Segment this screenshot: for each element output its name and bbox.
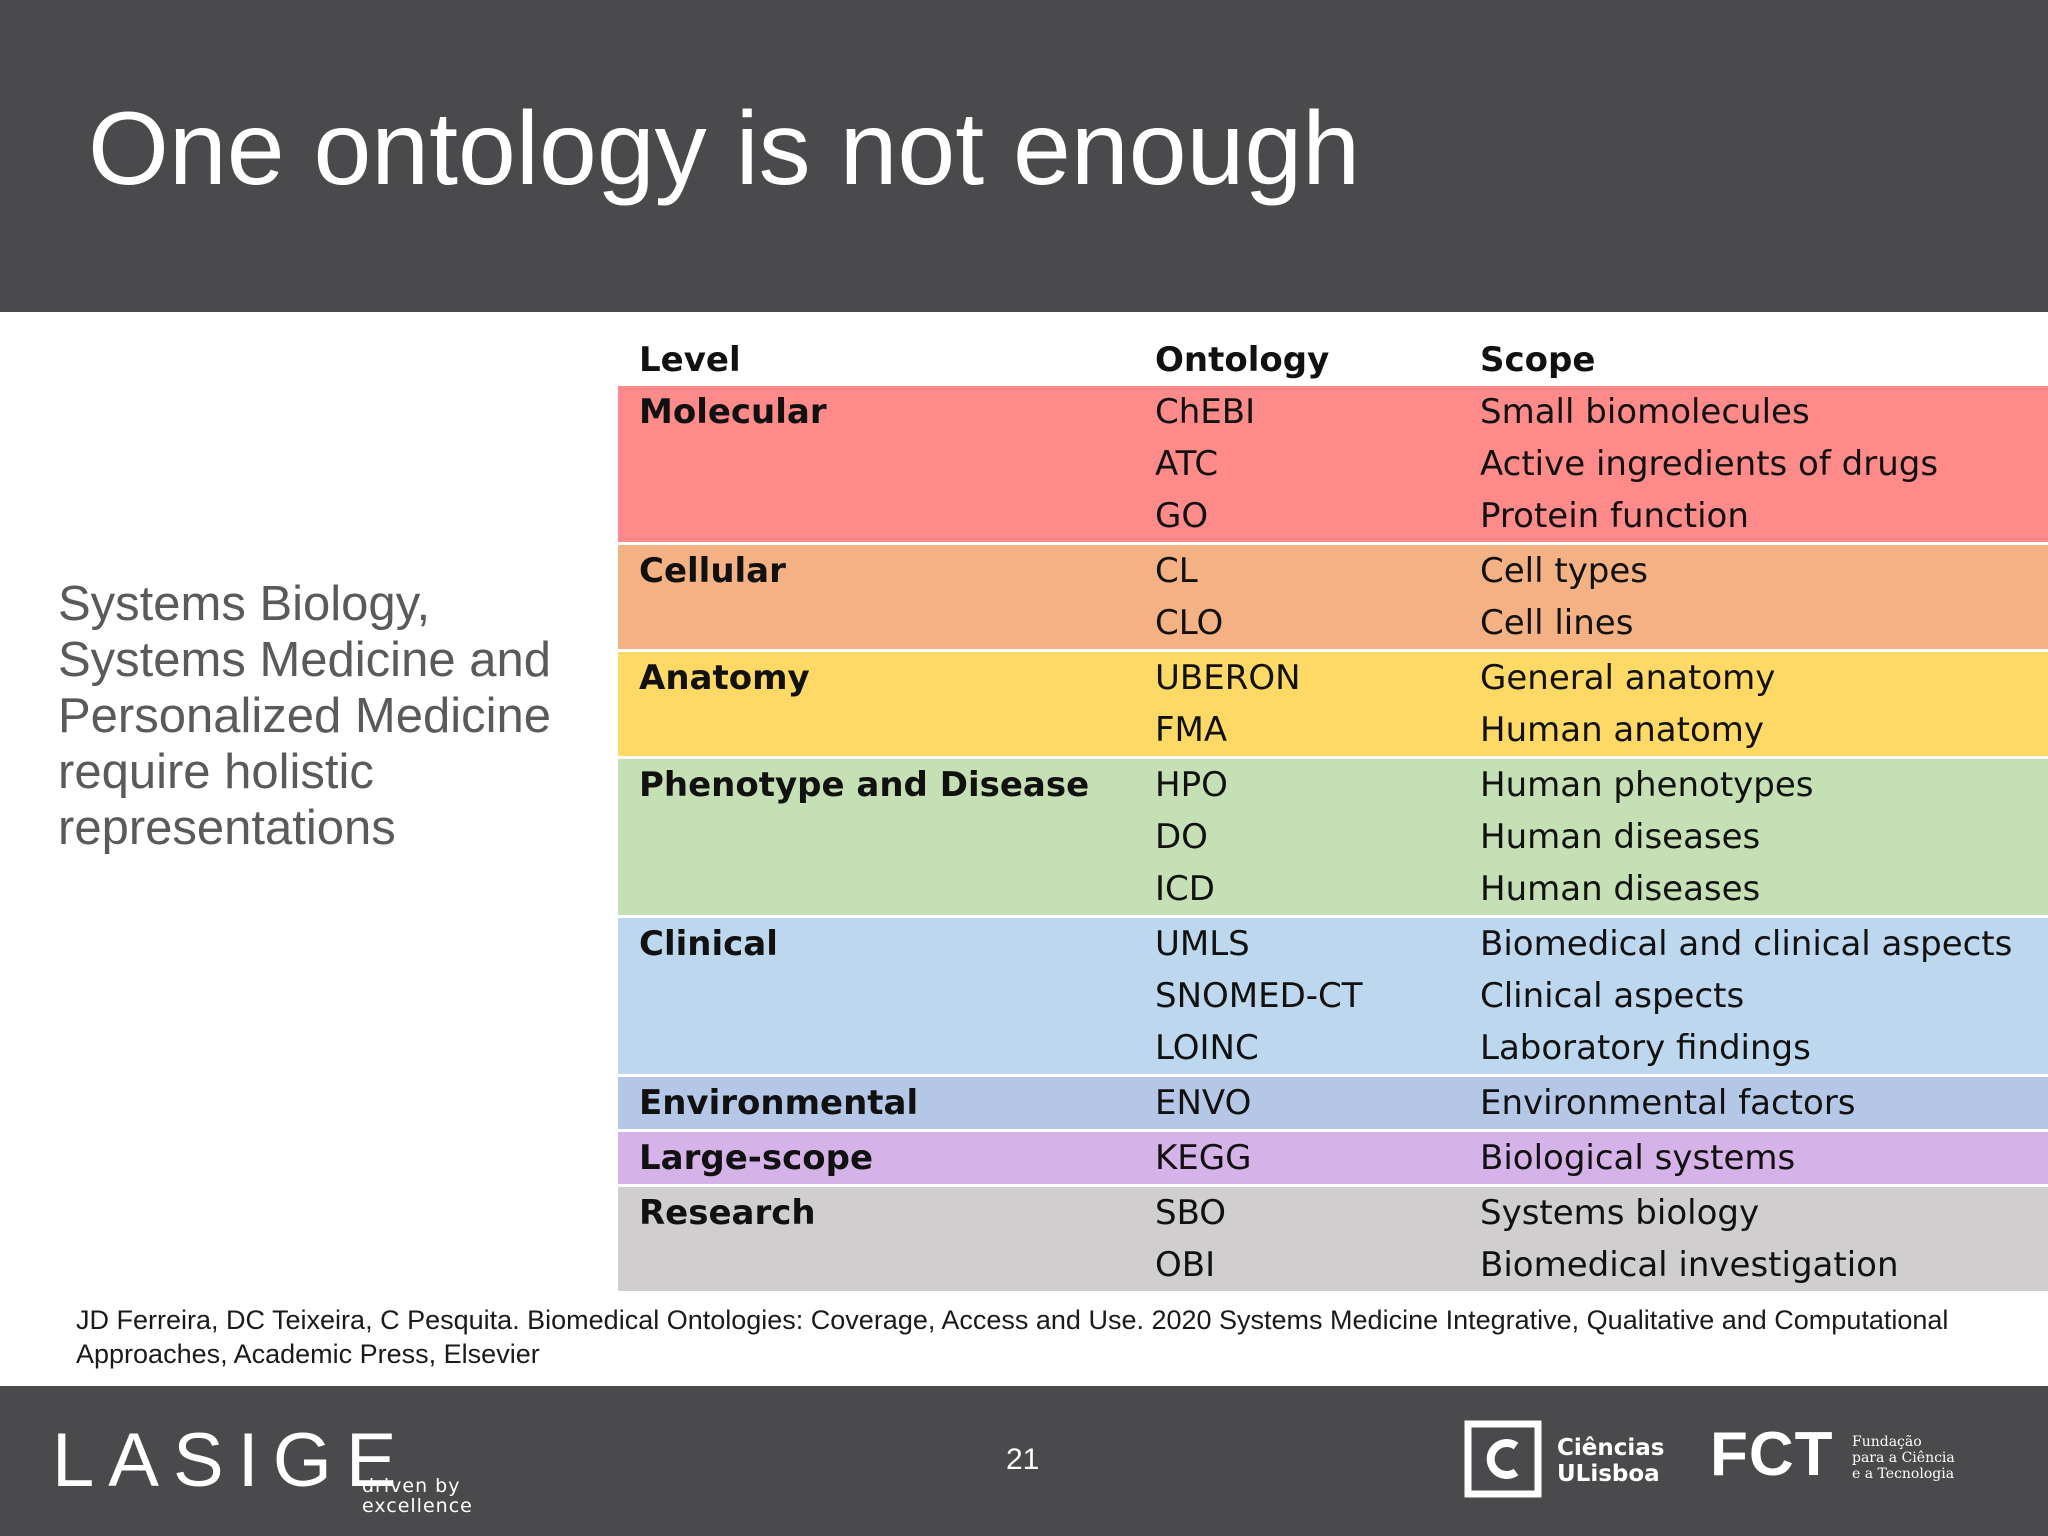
scope-cell: Cell types	[1480, 551, 1649, 591]
scope-cell: Cell lines	[1480, 603, 1634, 643]
scope-cell: Protein function	[1480, 496, 1749, 536]
table-row: CLO Cell lines	[618, 597, 2048, 649]
citation: JD Ferreira, DC Teixeira, C Pesquita. Bi…	[76, 1303, 2006, 1371]
table-row: Molecular ChEBI Small biomolecules	[618, 386, 2048, 438]
ontology-cell: UBERON	[1155, 658, 1301, 698]
table-row: ICD Human diseases	[618, 863, 2048, 915]
table-row: LOINC Laboratory findings	[618, 1022, 2048, 1074]
ontology-cell: DO	[1155, 817, 1208, 857]
footer-bar	[0, 1386, 2048, 1536]
ontology-cell: CL	[1155, 551, 1198, 591]
ontology-cell: HPO	[1155, 765, 1228, 805]
side-note-line: require holistic	[58, 745, 374, 799]
lasige-tagline: driven by excellence	[362, 1476, 473, 1516]
scope-cell: Clinical aspects	[1480, 976, 1745, 1016]
fct-tagline: Fundação para a Ciência e a Tecnologia	[1852, 1434, 1955, 1482]
ciencias-ulisboa-logo: Ciências ULisboa	[1557, 1435, 1664, 1487]
table-row: FMA Human anatomy	[618, 704, 2048, 756]
ontology-cell: UMLS	[1155, 924, 1250, 964]
citation-line: Approaches, Academic Press, Elsevier	[76, 1339, 540, 1369]
level-cell: Molecular	[639, 392, 827, 432]
scope-cell: Human phenotypes	[1480, 765, 1814, 805]
ontology-table: Level Ontology Scope Molecular ChEBI Small…	[618, 334, 2048, 1294]
ciencias-c-icon	[1464, 1420, 1542, 1498]
table-group: Environmental ENVO Environmental factors	[618, 1077, 2048, 1132]
table-row: ATC Active ingredients of drugs	[618, 438, 2048, 490]
ontology-cell: ICD	[1155, 869, 1215, 909]
side-note-line: Personalized Medicine	[58, 689, 551, 743]
table-row: Research SBO Systems biology	[618, 1187, 2048, 1239]
side-note-line: Systems Biology,	[58, 577, 431, 631]
table-group: Research SBO Systems biology OBI Biomedical …	[618, 1187, 2048, 1294]
ontology-cell: ATC	[1155, 444, 1219, 484]
table-group: Clinical UMLS Biomedical and clinical aspe…	[618, 918, 2048, 1077]
citation-line: JD Ferreira, DC Teixeira, C Pesquita. Bi…	[76, 1305, 1949, 1335]
level-cell: Research	[639, 1193, 816, 1233]
table-group: Cellular CL Cell types CLO Cell lines	[618, 545, 2048, 652]
scope-cell: Systems biology	[1480, 1193, 1760, 1233]
ontology-cell: ENVO	[1155, 1083, 1252, 1123]
scope-cell: Biomedical and clinical aspects	[1480, 924, 2013, 964]
fct-line: e a Tecnologia	[1852, 1466, 1955, 1482]
table-group: Molecular ChEBI Small biomolecules ATC Activ…	[618, 386, 2048, 545]
table-row: Large-scope KEGG Biological systems	[618, 1132, 2048, 1184]
header-ontology: Ontology	[1155, 340, 1330, 380]
fct-line: Fundação	[1852, 1434, 1922, 1450]
scope-cell: Human diseases	[1480, 869, 1761, 909]
table-group: Large-scope KEGG Biological systems	[618, 1132, 2048, 1187]
side-note: Systems Biology, Systems Medicine and Pe…	[58, 576, 588, 856]
ontology-cell: ChEBI	[1155, 392, 1256, 432]
side-note-line: Systems Medicine and	[58, 633, 551, 687]
table-group: Phenotype and Disease HPO Human phenotypes…	[618, 759, 2048, 918]
scope-cell: Biomedical investigation	[1480, 1245, 1899, 1285]
ciencias-line: Ciências	[1557, 1435, 1665, 1461]
ontology-cell: GO	[1155, 496, 1209, 536]
header-level: Level	[639, 340, 741, 380]
table-row: GO Protein function	[618, 490, 2048, 542]
fct-logo: FCT	[1710, 1420, 1834, 1489]
ontology-cell: OBI	[1155, 1245, 1216, 1285]
scope-cell: Laboratory findings	[1480, 1028, 1811, 1068]
table-group: Anatomy UBERON General anatomy FMA Human ana…	[618, 652, 2048, 759]
scope-cell: General anatomy	[1480, 658, 1776, 698]
lasige-logo: LASIGE	[52, 1418, 411, 1503]
side-note-line: representations	[58, 801, 396, 855]
scope-cell: Human diseases	[1480, 817, 1761, 857]
scope-cell: Human anatomy	[1480, 710, 1765, 750]
tagline-line: excellence	[362, 1495, 473, 1517]
ontology-cell: LOINC	[1155, 1028, 1259, 1068]
table-row: OBI Biomedical investigation	[618, 1239, 2048, 1291]
table-header: Level Ontology Scope	[618, 334, 2048, 386]
ontology-cell: KEGG	[1155, 1138, 1252, 1178]
table-row: SNOMED-CT Clinical aspects	[618, 970, 2048, 1022]
ontology-cell: SNOMED-CT	[1155, 976, 1363, 1016]
table-row: Phenotype and Disease HPO Human phenotypes	[618, 759, 2048, 811]
level-cell: Clinical	[639, 924, 778, 964]
slide-title: One ontology is not enough	[88, 91, 1361, 207]
ontology-cell: CLO	[1155, 603, 1224, 643]
scope-cell: Environmental factors	[1480, 1083, 1856, 1123]
level-cell: Anatomy	[639, 658, 810, 698]
ciencias-line: ULisboa	[1557, 1461, 1660, 1487]
table-row: DO Human diseases	[618, 811, 2048, 863]
tagline-line: driven by	[362, 1475, 461, 1497]
table-row: Environmental ENVO Environmental factors	[618, 1077, 2048, 1129]
level-cell: Phenotype and Disease	[639, 765, 1090, 805]
level-cell: Large-scope	[639, 1138, 874, 1178]
level-cell: Cellular	[639, 551, 786, 591]
scope-cell: Biological systems	[1480, 1138, 1796, 1178]
scope-cell: Active ingredients of drugs	[1480, 444, 1939, 484]
table-row: Clinical UMLS Biomedical and clinical aspe…	[618, 918, 2048, 970]
title-bar: One ontology is not enough	[0, 0, 2048, 312]
table-body: Molecular ChEBI Small biomolecules ATC Activ…	[618, 386, 2048, 1294]
page-number: 21	[1006, 1443, 1040, 1476]
fct-line: para a Ciência	[1852, 1450, 1955, 1466]
table-row: Anatomy UBERON General anatomy	[618, 652, 2048, 704]
ontology-cell: SBO	[1155, 1193, 1227, 1233]
level-cell: Environmental	[639, 1083, 919, 1123]
table-row: Cellular CL Cell types	[618, 545, 2048, 597]
scope-cell: Small biomolecules	[1480, 392, 1810, 432]
header-scope: Scope	[1480, 340, 1596, 380]
ontology-cell: FMA	[1155, 710, 1228, 750]
